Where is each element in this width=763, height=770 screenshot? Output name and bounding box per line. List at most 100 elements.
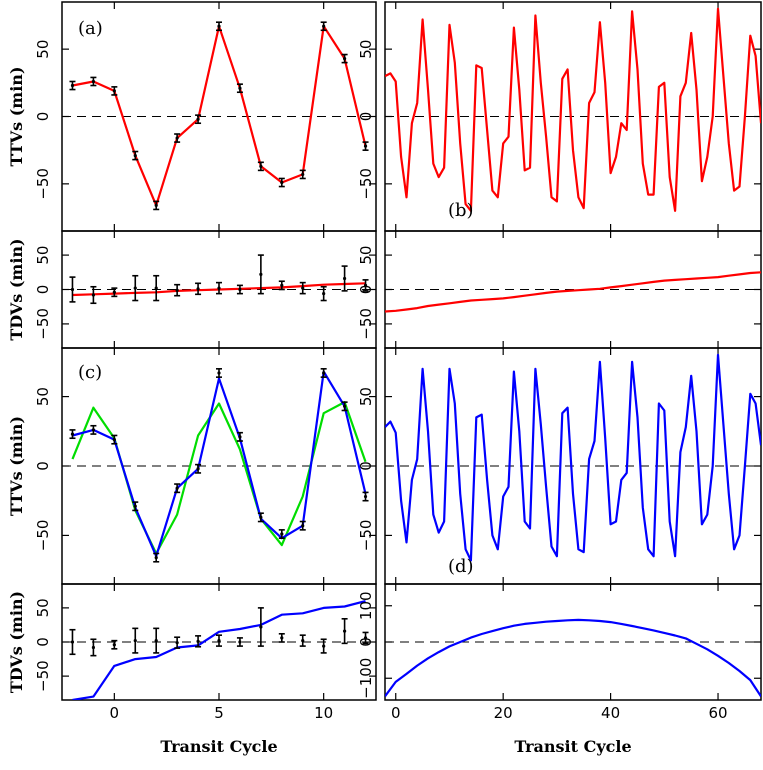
panel-c-tdv-series-line-0: [72, 600, 366, 700]
panel-c-tdv-ylabel: TDVs (min): [7, 591, 26, 693]
panel-c-data-point: [217, 371, 221, 375]
panel-c-tdv-data-point: [343, 629, 347, 633]
panel-b-ytick-label: 50: [357, 40, 375, 59]
panel-a-tdv-data-point: [133, 286, 137, 290]
panel-c-annotation: (c): [78, 362, 102, 383]
panel-a-tdv-ytick-label: 50: [34, 246, 52, 265]
panel-c-data-point: [112, 438, 116, 442]
panel-a-data-point: [238, 86, 242, 90]
panel-b-tdv-ytick-label: 50: [357, 246, 375, 265]
panel-d-tdv-series-line-0: [385, 618, 761, 698]
panel-a-tdv-data-point: [259, 272, 263, 276]
panel-a-data-point: [301, 172, 305, 177]
panel-d-ytick-label: −50: [357, 520, 375, 552]
panel-c-data-point: [280, 532, 284, 536]
panel-d-tdv-xtick-label: 60: [708, 704, 727, 722]
panel-a-tdv-data-point: [363, 283, 368, 287]
panel-b-tdv-ytick-label: −50: [357, 308, 375, 340]
panel-a-data-point: [91, 79, 95, 84]
panel-d-series-line-0: [385, 353, 761, 562]
panel-c-data-point: [301, 524, 305, 528]
panel-a-tdv-data-point: [322, 292, 326, 296]
panel-d-tdv-ytick-label: −100: [357, 658, 375, 699]
panel-a-ytick-label: −50: [34, 168, 52, 200]
panel-a-data-point: [70, 83, 75, 88]
panel-c-tdv-data-point: [238, 640, 242, 644]
panel-c-tdv-data-point: [112, 643, 116, 647]
panel-a-tdv-data-point: [343, 276, 347, 281]
panel-c-data-point: [259, 515, 263, 519]
panel-c-data-point: [175, 486, 179, 490]
panel-a-tdv-data-point: [70, 287, 75, 292]
panel-c-tdv-data-point: [280, 636, 284, 640]
panel-a-ytick-label: 50: [34, 40, 52, 59]
panel-c-tdv-data-point: [70, 640, 75, 644]
panel-a-tdv-data-point: [280, 283, 284, 287]
panel-c-tdv-xtick-label: 0: [110, 704, 120, 722]
panel-a-annotation: (a): [78, 18, 103, 39]
panel-c-data-point: [343, 404, 347, 408]
panel-c-tdv-ytick-label: 0: [34, 637, 52, 647]
panel-c-data-point: [154, 556, 158, 560]
x-axis-label-left: Transit Cycle: [160, 737, 277, 756]
panel-c-tdv-xtick-label: 10: [314, 704, 333, 722]
panel-c-ylabel: TTVs (min): [7, 416, 26, 516]
panel-c-ytick-label: 0: [34, 461, 52, 471]
panel-a-data-point: [196, 117, 200, 121]
panel-d-ytick-label: 0: [357, 461, 375, 471]
panel-c-data-point: [363, 494, 368, 499]
panel-c-data-point: [196, 467, 200, 471]
panel-d-tdv-ytick-label: 100: [357, 591, 375, 620]
panel-a-ytick-label: 0: [34, 112, 52, 122]
panel-a-data-point: [363, 144, 368, 148]
panel-a-tdv-data-point: [175, 288, 179, 292]
panel-a-tdv-data-point: [238, 287, 242, 292]
panel-c-tdv-data-point: [259, 625, 263, 629]
panel-c-tdv-data-point: [133, 639, 137, 643]
panel-c-tdv-data-point: [154, 639, 158, 643]
x-axis-label-right: Transit Cycle: [514, 737, 631, 756]
panel-b-annotation: (b): [448, 200, 474, 221]
panel-a-tdv-ytick-label: 0: [34, 285, 52, 295]
panel-c-tdv-data-point: [363, 636, 368, 640]
panel-a-data-point: [154, 203, 158, 208]
panel-a-ylabel: TTVs (min): [7, 66, 26, 166]
panel-c-ytick-label: −50: [34, 520, 52, 552]
panel-a-tdv-data-point: [217, 286, 221, 290]
panel-a-tdv-ytick-label: −50: [34, 308, 52, 340]
panel-d-tdv-xtick-label: 40: [601, 704, 620, 722]
panel-c-data-point: [322, 371, 326, 375]
panel-c-tdv-xtick-label: 5: [214, 704, 224, 722]
panel-c-tdv-data-point: [196, 639, 200, 643]
panel-c-tdv-data-point: [322, 644, 326, 648]
panel-d-tdv-ytick-label: 0: [357, 637, 375, 647]
panel-a-tdv-data-point: [301, 286, 305, 290]
panel-c-tdv-data-point: [301, 639, 305, 643]
panel-c-ytick-label: 50: [34, 387, 52, 406]
panel-a-data-point: [322, 24, 326, 28]
panel-a-data-point: [343, 56, 347, 61]
panel-c-series-line-1: [72, 370, 367, 558]
panel-c-data-point: [70, 432, 75, 436]
panel-b-series-line-0: [385, 7, 761, 212]
panel-a-tdv-ylabel: TDVs (min): [7, 238, 26, 340]
panel-d-annotation: (d): [448, 556, 474, 577]
panel-a-tdv-data-point: [196, 287, 200, 291]
panel-a-tdv-data-point: [112, 290, 116, 294]
panel-a-series-line-0: [72, 25, 367, 207]
panel-d-ytick-label: 50: [357, 387, 375, 406]
panel-a-data-point: [112, 89, 116, 93]
panel-c-series-line-0: [71, 401, 367, 555]
panel-c-data-point: [91, 428, 95, 432]
panel-d-tdv-xtick-label: 20: [494, 704, 513, 722]
panel-c-data-point: [238, 435, 242, 439]
panel-a-data-point: [280, 180, 284, 185]
panel-c-tdv-ytick-label: −50: [34, 660, 52, 692]
panel-c-tdv-data-point: [217, 639, 221, 643]
panel-a-data-point: [175, 136, 179, 140]
panel-a-data-point: [217, 24, 221, 28]
panel-c-tdv-data-point: [91, 645, 95, 650]
panel-a-data-point: [259, 164, 263, 168]
panel-c-tdv-ytick-label: 50: [34, 598, 52, 617]
